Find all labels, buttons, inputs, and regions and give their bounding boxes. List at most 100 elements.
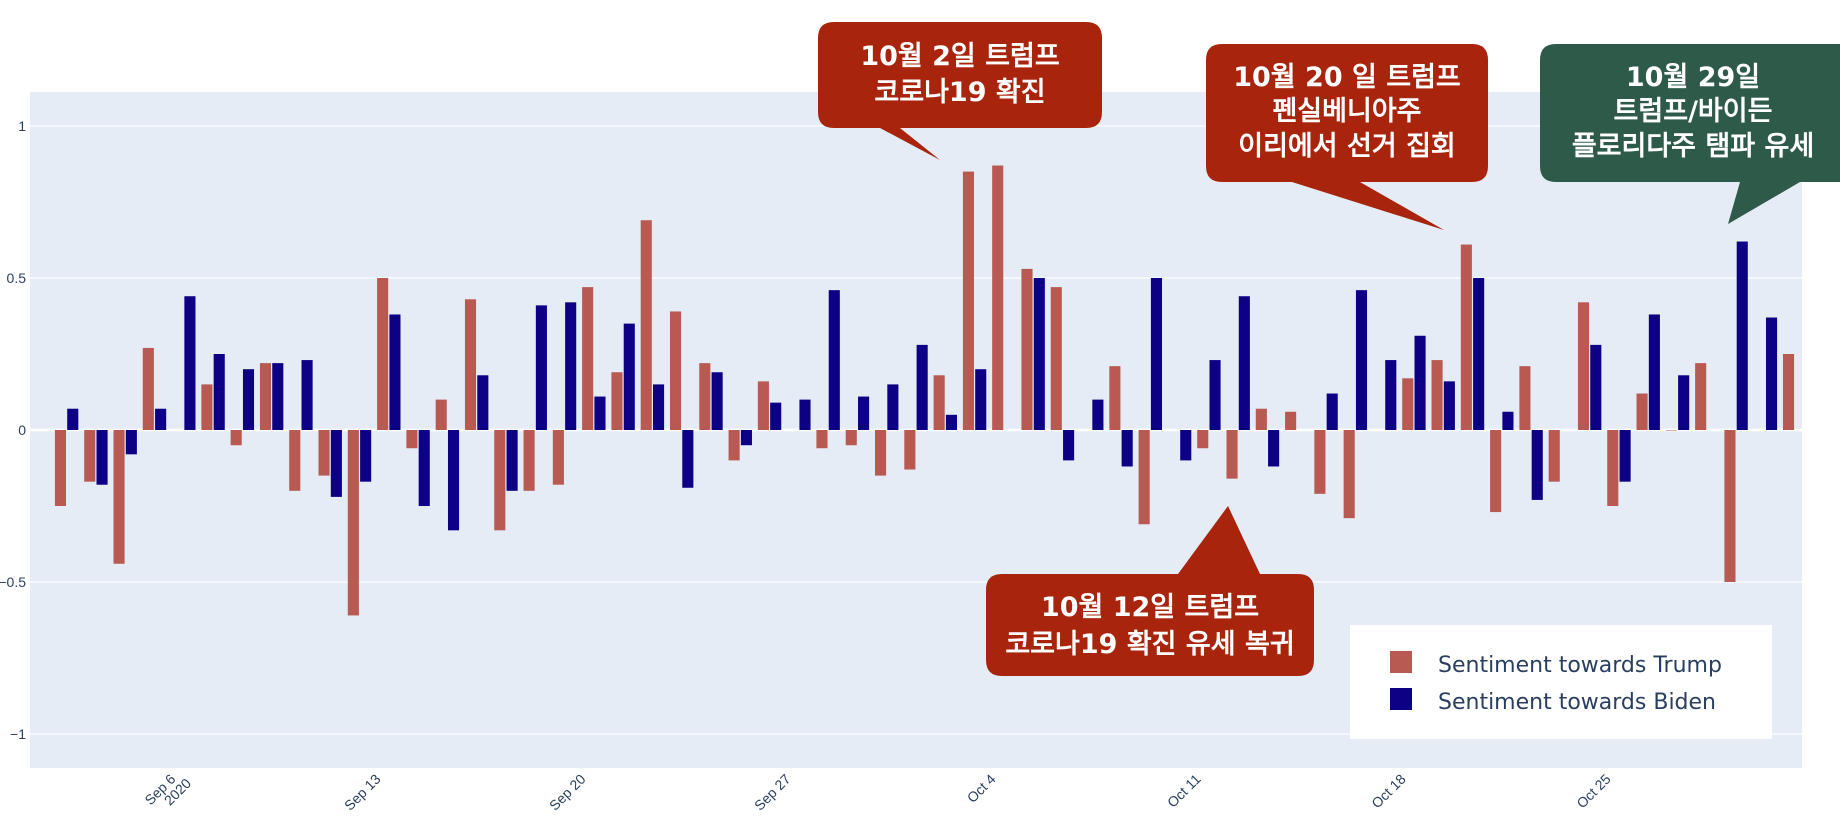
bar-biden bbox=[740, 430, 752, 446]
callout-oct29-line2: 트럼프/바이든 bbox=[1614, 96, 1773, 127]
bar-biden bbox=[770, 402, 782, 430]
bar-trump bbox=[933, 375, 945, 430]
x-tick-label-text: Oct 25 bbox=[1573, 771, 1614, 812]
callout-oct29: 10월 29일 트럼프/바이든 플로리다주 탬파 유세 bbox=[1540, 44, 1840, 224]
x-tick-label: Sep 20 bbox=[546, 771, 589, 814]
bar-trump bbox=[406, 430, 418, 449]
bar-biden bbox=[213, 354, 225, 430]
x-tick-label: Sep 27 bbox=[751, 771, 794, 814]
bar-trump bbox=[1343, 430, 1355, 519]
bar-trump bbox=[523, 430, 535, 491]
bar-trump bbox=[1431, 360, 1443, 430]
bar-trump bbox=[230, 430, 242, 446]
bar-trump bbox=[318, 430, 330, 476]
legend-label-biden: Sentiment towards Biden bbox=[1438, 690, 1716, 715]
bar-trump bbox=[1021, 268, 1033, 430]
bar-trump bbox=[757, 381, 769, 430]
legend-label-trump: Sentiment towards Trump bbox=[1438, 653, 1722, 678]
bar-biden bbox=[155, 408, 167, 430]
bar-trump bbox=[54, 430, 67, 506]
bar-trump bbox=[84, 430, 96, 482]
x-tick-label-text: Oct 18 bbox=[1368, 771, 1409, 812]
bar-trump bbox=[1255, 408, 1267, 430]
bar-biden bbox=[184, 296, 196, 430]
bar-biden bbox=[447, 430, 460, 531]
bar-trump bbox=[1724, 430, 1736, 582]
bar-trump bbox=[142, 347, 154, 430]
bar-trump bbox=[435, 399, 447, 430]
callout-oct12-line1: 10월 12일 트럼프 bbox=[1041, 592, 1259, 623]
y-tick-label: 0.5 bbox=[7, 270, 27, 286]
callout-oct2-line2: 코로나19 확진 bbox=[874, 77, 1045, 108]
bar-trump bbox=[494, 430, 506, 531]
callout-oct20-shape bbox=[1206, 44, 1488, 230]
x-tick-label: Sep 13 bbox=[341, 771, 384, 814]
legend-swatch-trump bbox=[1390, 651, 1412, 673]
bar-trump bbox=[582, 287, 594, 430]
x-tick-label: Oct 4 bbox=[964, 771, 999, 806]
bar-biden bbox=[652, 384, 665, 430]
x-tick-label-text: Sep 20 bbox=[546, 771, 589, 814]
callout-oct2-shape bbox=[818, 22, 1102, 160]
bar-biden bbox=[887, 384, 899, 430]
x-tick-label-text: Sep 27 bbox=[751, 771, 794, 814]
bar-biden bbox=[945, 414, 957, 430]
bar-biden bbox=[1531, 430, 1543, 500]
bar-biden bbox=[1678, 375, 1690, 430]
bar-trump bbox=[875, 430, 887, 476]
bar-biden bbox=[1590, 344, 1602, 430]
bar-biden bbox=[1063, 430, 1075, 461]
bar-biden bbox=[1268, 430, 1280, 467]
y-tick-label: −0.5 bbox=[0, 574, 26, 590]
bar-trump bbox=[289, 430, 301, 491]
bar-biden bbox=[301, 360, 313, 430]
bar-trump bbox=[1226, 430, 1238, 479]
x-tick-label-text: Oct 11 bbox=[1164, 771, 1204, 811]
bar-biden bbox=[1209, 360, 1221, 430]
bar-biden bbox=[1238, 296, 1250, 430]
bar-biden bbox=[975, 369, 987, 430]
bar-biden bbox=[1473, 278, 1485, 430]
bar-biden bbox=[1443, 381, 1455, 430]
callout-oct29-line3: 플로리다주 탬파 유세 bbox=[1572, 131, 1814, 162]
bar-trump bbox=[962, 171, 974, 430]
bar-trump bbox=[377, 278, 389, 430]
callout-oct12-shape bbox=[986, 506, 1314, 676]
bar-biden bbox=[1385, 360, 1397, 430]
callout-oct12: 10월 12일 트럼프 코로나19 확진 유세 복귀 bbox=[986, 506, 1314, 676]
x-tick-label: Oct 11 bbox=[1164, 771, 1204, 811]
y-tick-label: 0 bbox=[18, 422, 26, 438]
bar-trump bbox=[669, 311, 682, 430]
bar-trump bbox=[1109, 366, 1121, 430]
bar-trump bbox=[1577, 302, 1590, 430]
bar-biden bbox=[67, 408, 79, 430]
bar-trump bbox=[728, 430, 740, 461]
bar-biden bbox=[330, 430, 342, 497]
bar-biden bbox=[799, 399, 811, 430]
x-tick-label: Oct 25 bbox=[1573, 771, 1614, 812]
x-tick-label: Oct 18 bbox=[1368, 771, 1409, 812]
callout-oct12-line2: 코로나19 확진 유세 복귀 bbox=[1005, 629, 1294, 660]
bar-trump bbox=[1665, 430, 1677, 431]
bar-trump bbox=[259, 363, 272, 430]
bar-series bbox=[54, 165, 1795, 616]
bar-trump bbox=[1402, 378, 1414, 430]
bar-trump bbox=[640, 220, 652, 430]
legend[interactable]: Sentiment towards Trump Sentiment toward… bbox=[1350, 625, 1772, 739]
bar-biden bbox=[1414, 335, 1426, 430]
bar-biden bbox=[1092, 399, 1104, 430]
x-tick-label-text: Oct 4 bbox=[964, 771, 999, 806]
bar-biden bbox=[1736, 241, 1748, 430]
bar-trump bbox=[1050, 287, 1062, 430]
bar-trump bbox=[1782, 354, 1795, 430]
bar-biden bbox=[125, 430, 137, 455]
bar-trump bbox=[347, 430, 359, 616]
bar-biden bbox=[506, 430, 518, 491]
bar-trump bbox=[464, 299, 477, 430]
bar-trump bbox=[1138, 430, 1150, 525]
bar-biden bbox=[535, 305, 547, 430]
bar-biden bbox=[1121, 430, 1133, 467]
